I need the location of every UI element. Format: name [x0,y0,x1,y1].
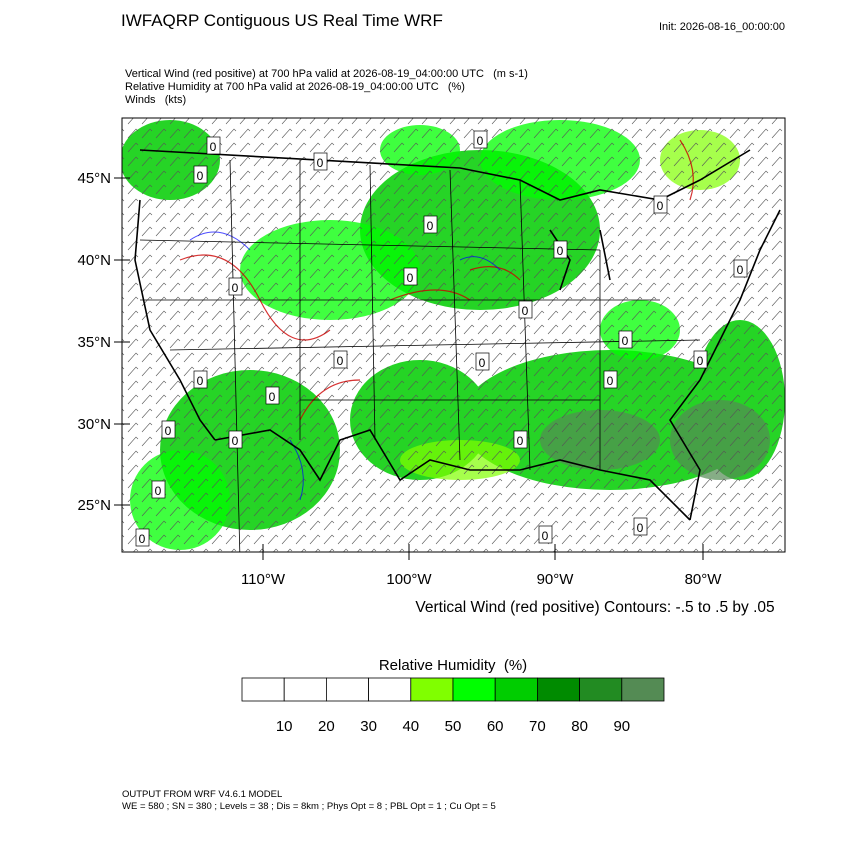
lon-label: 90°W [537,571,575,588]
map [122,118,785,552]
lat-label: 25°N [77,497,111,514]
contour-label: 0 [557,244,564,258]
colorbar-box [452,677,496,702]
subtitle: Winds (kts) [125,94,186,106]
lon-label: 80°W [685,571,723,588]
colorbar-label: 10 [276,718,293,735]
map-frame [121,117,786,553]
contour-label-box [403,267,418,286]
contour-label-box [151,480,166,499]
contour-label-box [423,215,438,234]
colorbar-label: 70 [529,718,546,735]
contour-label: 0 [517,434,524,448]
lat-label: 35°N [77,334,111,351]
lat-label: 40°N [77,252,111,269]
contour-label: 0 [427,219,434,233]
contour-label: 0 [479,356,486,370]
contour-label-box [518,300,533,319]
contour-label: 0 [607,374,614,388]
colorbar-label: 60 [487,718,504,735]
contour-label: 0 [165,424,172,438]
lat-label: 30°N [77,416,111,433]
title: IWFAQRP Contiguous US Real Time WRF [121,11,443,30]
contour-label: 0 [737,263,744,277]
colorbar-title: Relative Humidity (%) [379,657,527,674]
colorbar-box [494,677,538,702]
contour-label: 0 [542,529,549,543]
contour-label: 0 [337,354,344,368]
contour-label-box [633,517,648,536]
lon-label: 100°W [386,571,432,588]
colorbar-box [283,677,327,702]
contour-label: 0 [210,140,217,154]
contour-label: 0 [197,169,204,183]
contour-label-box [161,420,176,439]
colorbar-box [325,677,369,702]
contour-label-box [603,370,618,389]
lat-label: 45°N [77,170,111,187]
contour-label-box [193,370,208,389]
contour-label: 0 [155,484,162,498]
colorbar-label: 30 [360,718,377,735]
contour-label-box [193,165,208,184]
subtitle: Vertical Wind (red positive) at 700 hPa … [125,68,528,80]
contour-label-box [618,330,633,349]
subtitle: Relative Humidity at 700 hPa valid at 20… [125,81,465,93]
lon-label: 110°W [241,571,286,588]
contour-label-box [553,240,568,259]
contour-label: 0 [317,156,324,170]
contour-label: 0 [622,334,629,348]
contour-label: 0 [522,304,529,318]
contour-label: 0 [232,434,239,448]
colorbar-label: 20 [318,718,335,735]
footer: WE = 580 ; SN = 380 ; Levels = 38 ; Dis … [122,801,496,812]
contour-label-box [513,430,528,449]
contour-label-box [265,386,280,405]
colorbar-box [410,677,454,702]
colorbar-box [537,677,581,702]
contour-label: 0 [477,134,484,148]
contour-label: 0 [657,199,664,213]
contour-label-box [475,352,490,371]
contour-label: 0 [407,271,414,285]
contour-label-box [313,152,328,171]
contour-note: Vertical Wind (red positive) Contours: -… [415,599,774,616]
contour-label-box [135,528,150,547]
contour-label-box [228,430,243,449]
contour-label-box [733,259,748,278]
contour-label: 0 [139,532,146,546]
contour-label: 0 [197,374,204,388]
colorbar-box [621,677,665,702]
colorbar-label: 50 [445,718,462,735]
contour-label: 0 [697,354,704,368]
contour-label-box [206,136,221,155]
contour-label-box [228,277,243,296]
contour-label: 0 [269,390,276,404]
colorbar-label: 80 [571,718,588,735]
colorbar-label: 90 [613,718,630,735]
contour-label-box [333,350,348,369]
footer: OUTPUT FROM WRF V4.6.1 MODEL [122,789,282,800]
colorbar-box [579,677,623,702]
contour-label-box [473,130,488,149]
contour-label-box [653,195,668,214]
colorbar-box [368,677,412,702]
contour-label: 0 [637,521,644,535]
colorbar-label: 40 [402,718,419,735]
contour-label-box [538,525,553,544]
init-time: Init: 2026-08-16_00:00:00 [659,21,785,33]
contour-label: 0 [232,281,239,295]
colorbar-box [241,677,285,702]
contour-label-box [693,350,708,369]
